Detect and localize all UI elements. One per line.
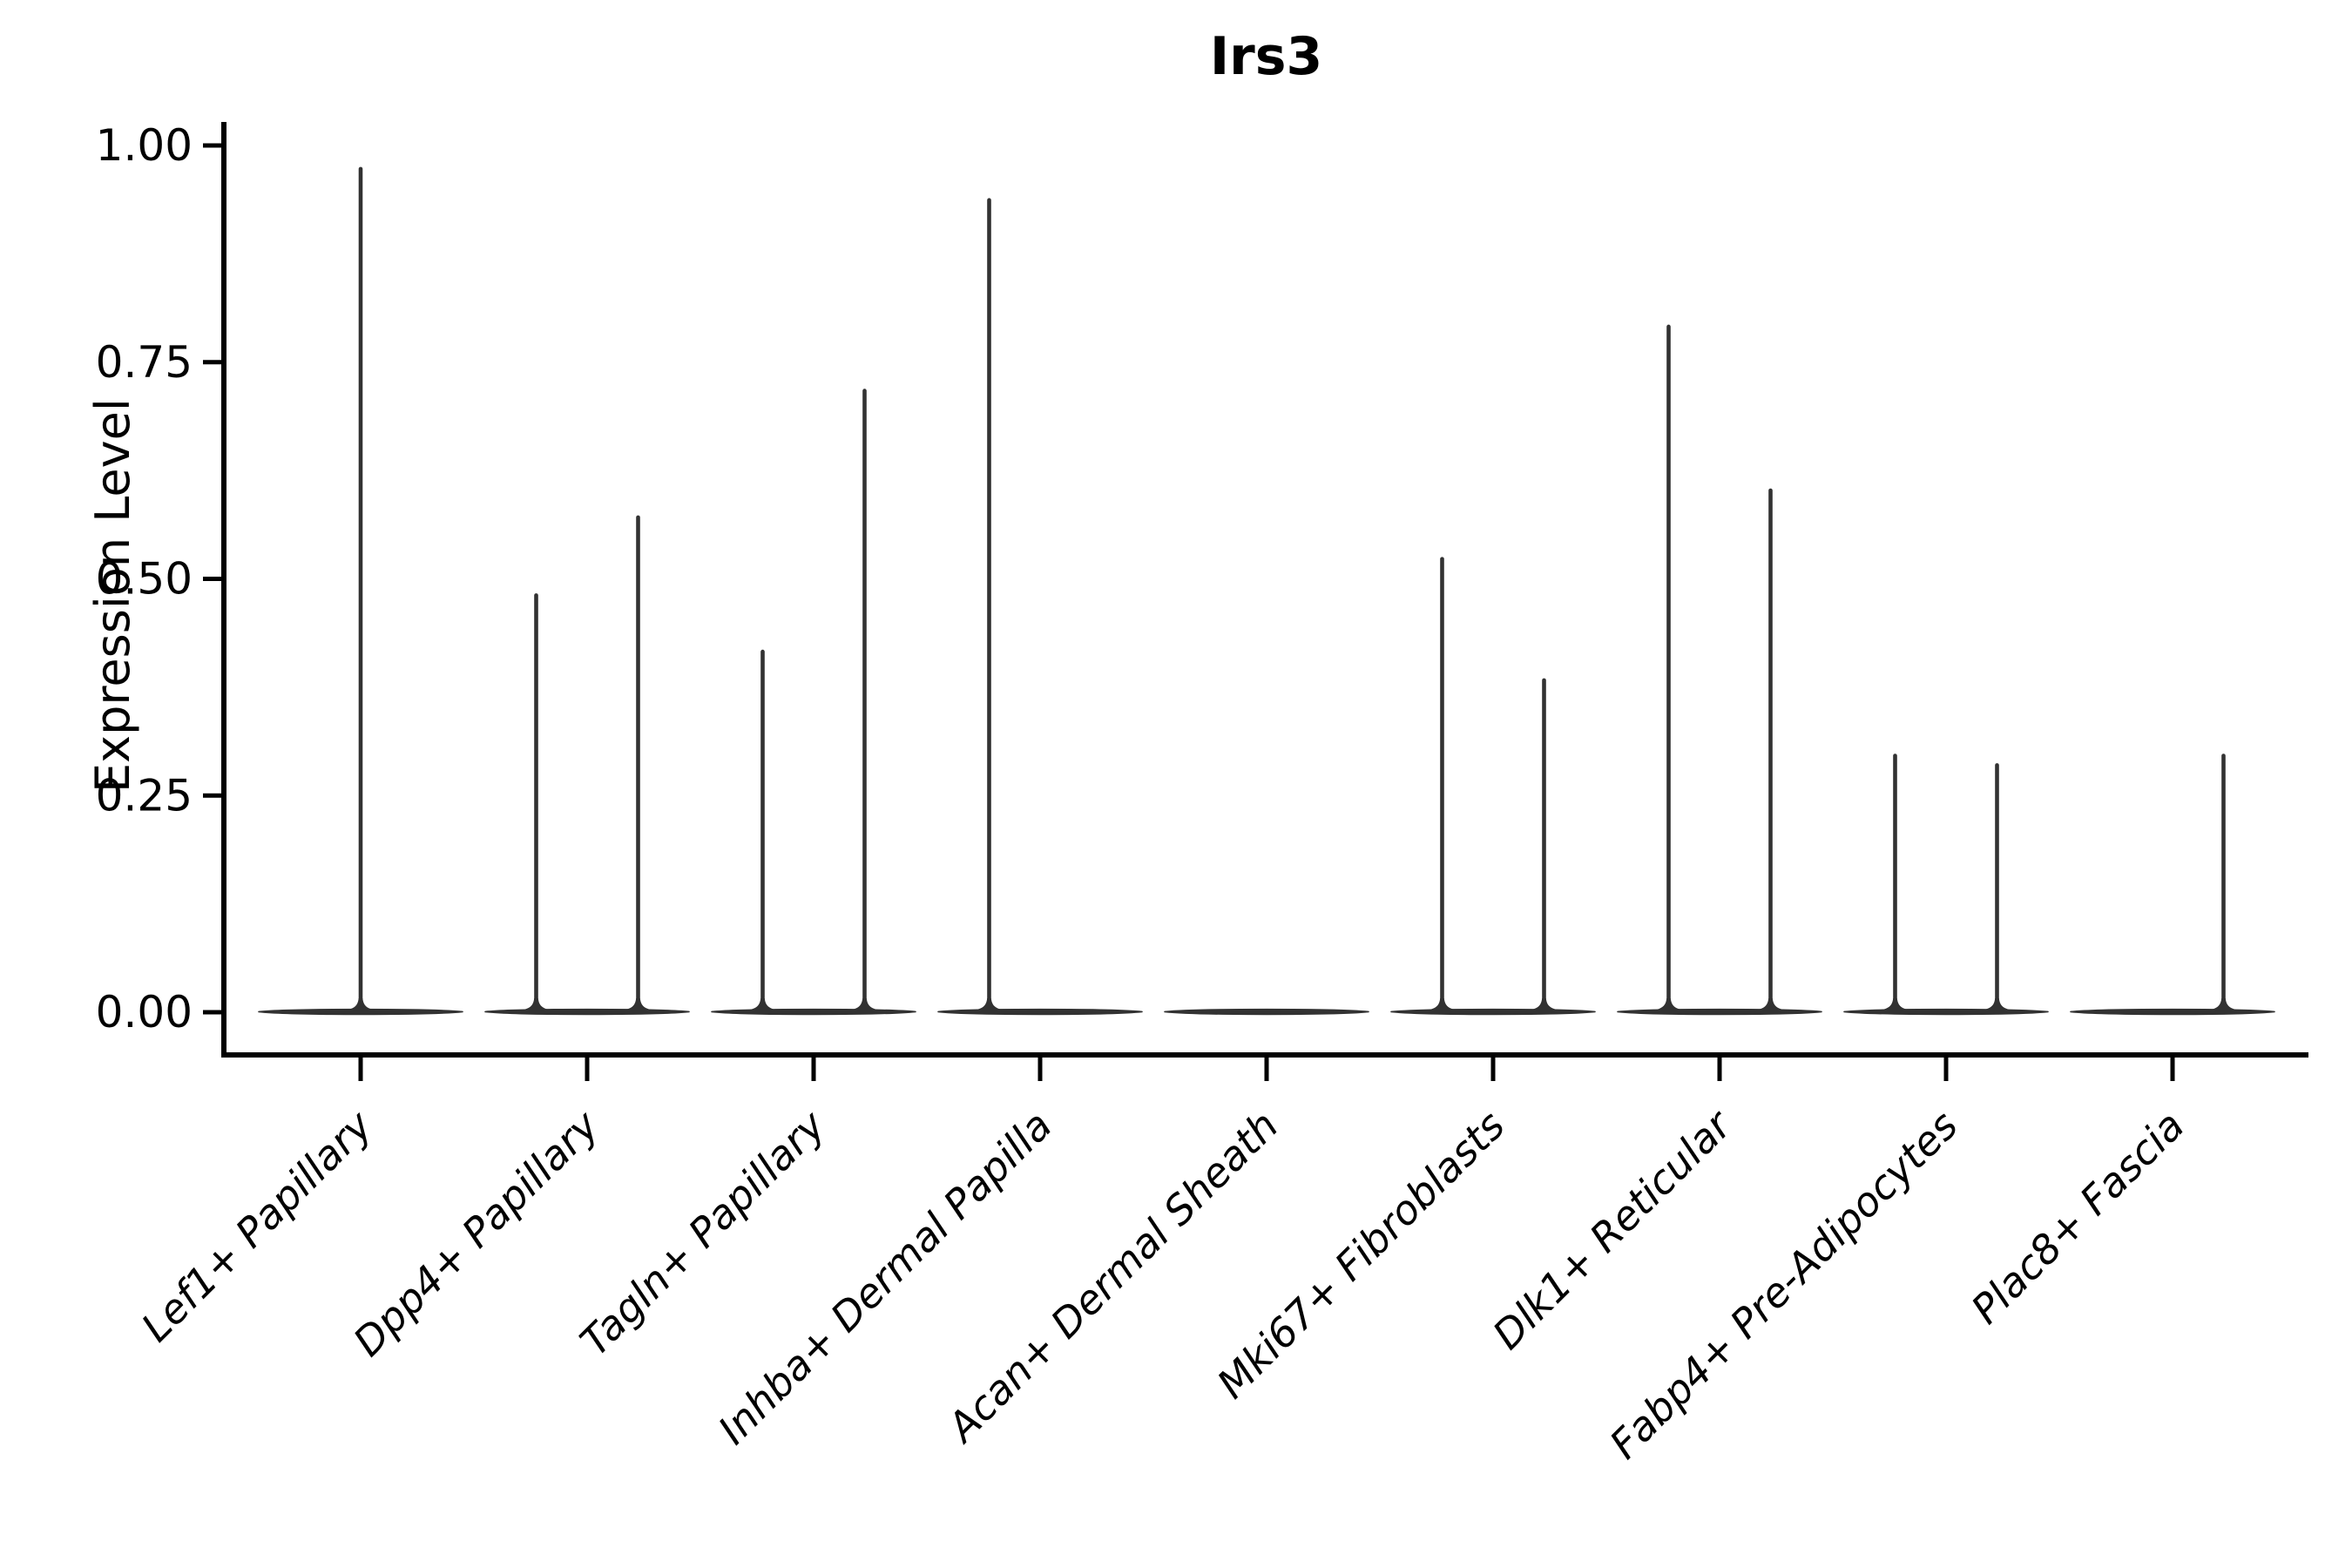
- x-tick-label: Dlk1+ Reticular: [1484, 1099, 1742, 1358]
- violin-spike-base: [2202, 998, 2245, 1011]
- x-tick-label: Lef1+ Papillary: [132, 1101, 382, 1350]
- violin-spike-base: [1647, 998, 1690, 1011]
- plot-title: Irs3: [1209, 26, 1323, 87]
- violin-body: [937, 1008, 1143, 1016]
- x-tick-label: Dpp4+ Papillary: [344, 1101, 608, 1365]
- y-tick-label: 0.00: [96, 987, 193, 1037]
- y-tick-label: 0.75: [96, 337, 193, 388]
- violin-spike-base: [1874, 998, 1916, 1011]
- violin-body: [2070, 1008, 2275, 1016]
- y-tick-label: 1.00: [96, 120, 193, 171]
- violin-spike-base: [1976, 998, 2018, 1011]
- y-tick-label: 0.25: [96, 770, 193, 821]
- violin-spike-base: [1523, 998, 1565, 1011]
- violin-body: [1164, 1008, 1369, 1016]
- violin-spike-base: [617, 998, 659, 1011]
- violin-body: [711, 1008, 916, 1016]
- violin-body: [1843, 1008, 2049, 1016]
- x-tick-label: Plac8+ Fascia: [1962, 1102, 2193, 1333]
- violin-spike-base: [843, 998, 886, 1011]
- violin-spike-base: [340, 998, 382, 1011]
- violin-spike-base: [741, 998, 784, 1011]
- y-tick-label: 0.50: [96, 554, 193, 605]
- violin-body: [1617, 1008, 1822, 1016]
- y-axis-label: Expression Level: [85, 398, 140, 793]
- violin-body: [258, 1008, 463, 1016]
- violin-spike-base: [1749, 998, 1792, 1011]
- x-tick-label: Tagln+ Papillary: [571, 1101, 835, 1365]
- violin-spike-base: [1421, 998, 1463, 1011]
- violin-spike-base: [968, 998, 1010, 1011]
- violin-body: [484, 1008, 690, 1016]
- violin-body: [1390, 1008, 1596, 1016]
- violin-spike-base: [515, 998, 558, 1011]
- axis-spines: [221, 122, 2308, 1058]
